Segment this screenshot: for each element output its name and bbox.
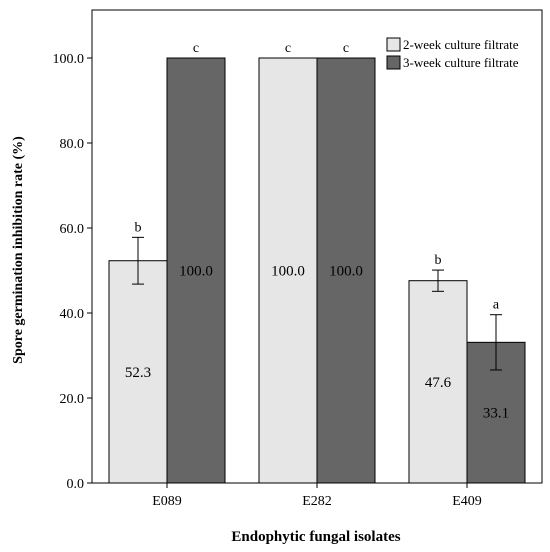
x-axis-title: Endophytic fungal isolates (231, 529, 400, 545)
significance-letter: b (435, 253, 442, 268)
bars-group: b 52.3 c 100.0 c 100.0 c 100.0 b 47.6 a 33.1 (108, 41, 526, 484)
bar-value-label: 52.3 (125, 365, 151, 381)
y-tick-label: 0.0 (67, 477, 85, 492)
bar-value-label: 33.1 (483, 406, 509, 422)
bar-value-label: 100.0 (329, 264, 363, 280)
y-tick-label: 60.0 (60, 222, 85, 237)
bar (108, 260, 168, 484)
legend: 2-week culture filtrate 3-week culture f… (386, 37, 519, 70)
x-tick-label: E282 (302, 494, 332, 509)
legend-swatch-2-week (386, 37, 401, 52)
y-tick-label: 40.0 (60, 307, 85, 322)
bar (408, 280, 468, 484)
x-tick-label: E409 (452, 494, 482, 509)
bar (316, 57, 376, 484)
significance-letter: c (343, 41, 349, 56)
significance-letter: b (135, 220, 142, 235)
significance-letter: c (193, 41, 199, 56)
y-tick-label: 80.0 (60, 137, 85, 152)
y-tick-label: 100.0 (53, 52, 85, 67)
significance-letter: c (285, 41, 291, 56)
legend-label-2-week: 2-week culture filtrate (403, 37, 519, 52)
y-axis-ticks: 0.0 20.0 40.0 60.0 80.0 100.0 (53, 52, 92, 492)
y-axis-title: Spore germination inhibition rate (%) (11, 136, 26, 364)
bar-value-label: 47.6 (425, 375, 452, 391)
significance-letter: a (493, 298, 500, 313)
legend-label-3-week: 3-week culture filtrate (403, 55, 519, 70)
bar-value-label: 100.0 (179, 264, 213, 280)
x-axis-ticks: E089 E282 E409 (152, 483, 482, 509)
x-tick-label: E089 (152, 494, 182, 509)
legend-swatch-3-week (386, 55, 401, 70)
bar (258, 57, 318, 484)
bar-value-label: 100.0 (271, 264, 305, 280)
y-tick-label: 20.0 (60, 392, 85, 407)
